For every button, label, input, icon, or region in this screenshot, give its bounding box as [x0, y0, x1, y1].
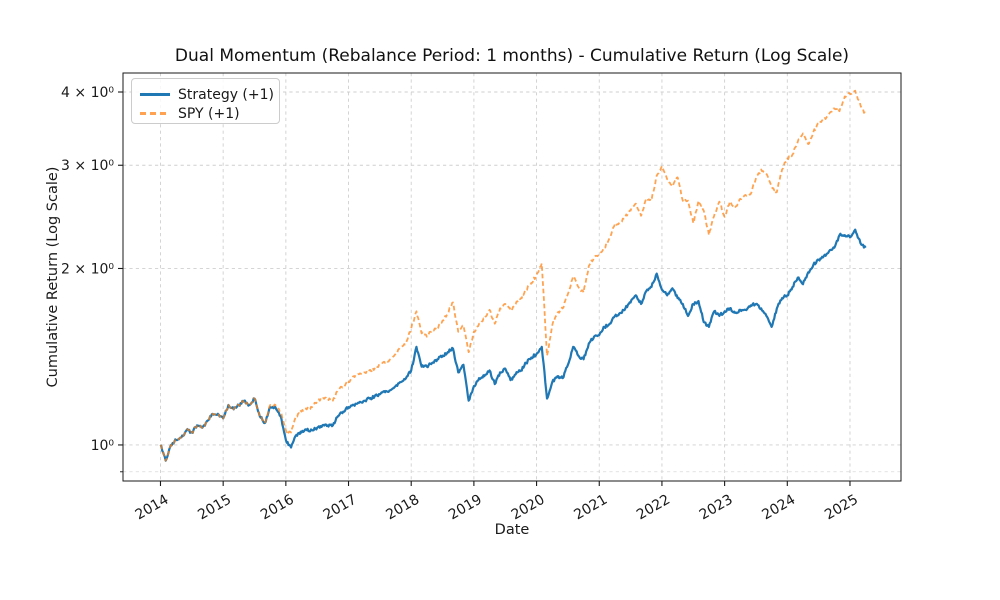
legend-item-spy: SPY (+1) — [140, 104, 271, 123]
grid — [123, 73, 901, 481]
x-tick-label: 2018 — [383, 492, 422, 524]
x-tick-label: 2014 — [133, 492, 172, 524]
y-tick-label: 10⁰ — [91, 438, 115, 454]
y-tick-label: 2 × 10⁰ — [61, 261, 114, 277]
data-lines — [159, 89, 867, 462]
y-tick-label: 4 × 10⁰ — [61, 85, 114, 101]
x-tick-label: 2019 — [446, 492, 485, 524]
legend-item-strategy: Strategy (+1) — [140, 85, 274, 104]
y-tick-label: 3 × 10⁰ — [61, 158, 114, 174]
x-tick-label: 2020 — [509, 492, 548, 524]
y-axis-label: Cumulative Return (Log Scale) — [45, 166, 61, 388]
x-tick-label: 2023 — [697, 492, 736, 524]
x-tick-label: 2022 — [634, 492, 673, 524]
strategy-line — [159, 228, 867, 462]
legend-label-spy: SPY (+1) — [178, 105, 240, 122]
x-tick-label: 2016 — [258, 492, 297, 524]
strategy-line-swatch — [140, 93, 170, 96]
axes-spines — [122, 72, 902, 482]
spy-line — [159, 89, 867, 462]
spy-line-swatch — [140, 112, 170, 115]
x-tick-label: 2015 — [195, 492, 234, 524]
x-tick-label: 2017 — [321, 492, 360, 524]
x-axis-label: Date — [494, 522, 530, 538]
x-tick-label: 2024 — [759, 492, 798, 524]
legend-label-strategy: Strategy (+1) — [178, 86, 274, 103]
x-tick-label: 2025 — [822, 492, 861, 524]
x-tick-label: 2021 — [571, 492, 610, 524]
legend: Strategy (+1) SPY (+1) — [131, 78, 280, 124]
axis-ticks: 2014 2015 2016 2017 2018 2019 2020 2021 2022 2023… — [61, 85, 861, 523]
chart-title: Dual Momentum (Rebalance Period: 1 month… — [174, 46, 850, 66]
